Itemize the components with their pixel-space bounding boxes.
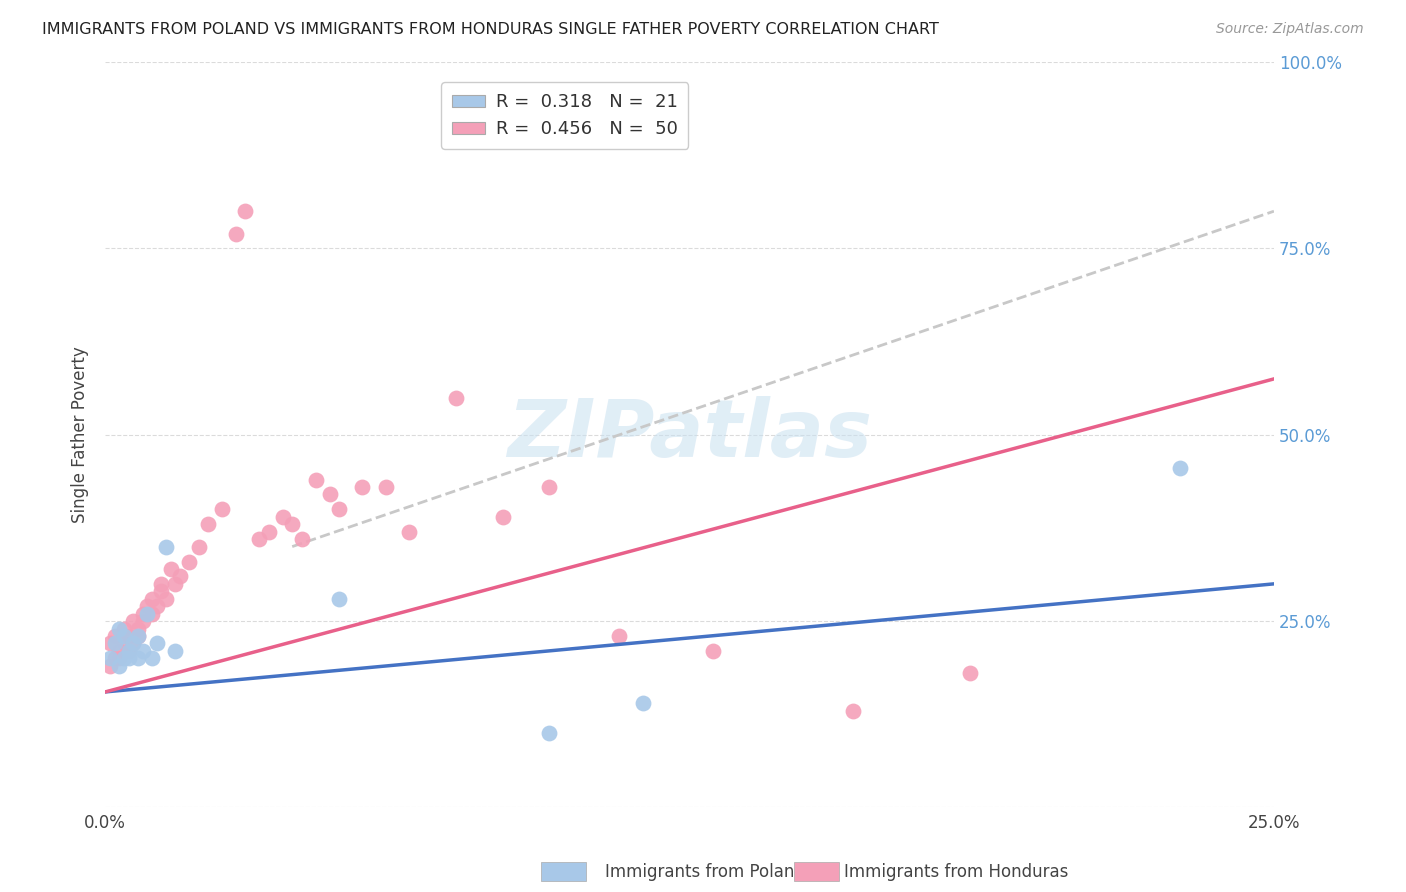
Point (197, 517, 219, 532)
Point (112, 629, 135, 643)
Point (127, 622, 149, 636)
Point (374, 480, 396, 494)
Point (609, 629, 631, 643)
Point (444, 391, 467, 405)
Point (108, 622, 131, 636)
Point (159, 562, 181, 576)
Point (122, 636, 145, 650)
Point (187, 540, 209, 554)
Point (281, 517, 304, 532)
Point (145, 636, 167, 650)
Point (491, 509, 513, 524)
Text: ZIPatlas: ZIPatlas (508, 396, 872, 474)
Point (141, 607, 163, 621)
Point (538, 726, 561, 740)
Point (127, 629, 149, 643)
Point (150, 577, 173, 591)
Point (249, 532, 271, 546)
Point (352, 480, 374, 494)
Point (108, 644, 131, 658)
Point (179, 554, 201, 568)
Point (155, 540, 177, 554)
Point (165, 577, 187, 591)
Point (225, 227, 247, 241)
Point (271, 509, 294, 524)
Text: Source: ZipAtlas.com: Source: ZipAtlas.com (1216, 22, 1364, 37)
Point (122, 614, 145, 628)
Y-axis label: Single Father Poverty: Single Father Poverty (72, 346, 89, 524)
Point (108, 658, 131, 673)
Point (150, 584, 173, 599)
Point (842, 704, 865, 718)
Point (117, 644, 139, 658)
Point (141, 591, 163, 606)
Point (112, 651, 135, 665)
Point (145, 599, 167, 614)
Point (398, 524, 420, 539)
Point (117, 629, 139, 643)
Point (165, 644, 187, 658)
Text: Immigrants from Poland: Immigrants from Poland (605, 863, 804, 881)
Point (257, 524, 280, 539)
Point (108, 651, 131, 665)
Point (98, 636, 121, 650)
Point (141, 651, 163, 665)
Point (112, 622, 135, 636)
Point (959, 666, 981, 681)
Point (103, 629, 125, 643)
Point (103, 651, 125, 665)
Point (155, 591, 177, 606)
Point (98, 658, 121, 673)
Point (304, 473, 326, 487)
Point (131, 607, 153, 621)
Point (169, 569, 191, 583)
Text: IMMIGRANTS FROM POLAND VS IMMIGRANTS FROM HONDURAS SINGLE FATHER POVERTY CORRELA: IMMIGRANTS FROM POLAND VS IMMIGRANTS FRO… (42, 22, 939, 37)
Point (131, 644, 153, 658)
Point (290, 532, 312, 546)
Point (211, 502, 233, 516)
Point (538, 480, 561, 494)
Point (235, 204, 257, 219)
Point (117, 651, 139, 665)
Point (1170, 461, 1192, 475)
Point (131, 614, 153, 628)
Point (318, 487, 340, 501)
Point (98, 651, 121, 665)
Point (127, 651, 149, 665)
Point (328, 591, 350, 606)
Legend: R =  0.318   N =  21, R =  0.456   N =  50: R = 0.318 N = 21, R = 0.456 N = 50 (441, 82, 689, 149)
Point (136, 599, 159, 614)
Point (631, 696, 654, 710)
Text: Immigrants from Honduras: Immigrants from Honduras (844, 863, 1069, 881)
Point (702, 644, 724, 658)
Point (136, 607, 159, 621)
Point (103, 636, 125, 650)
Point (117, 644, 139, 658)
Point (127, 629, 149, 643)
Point (328, 502, 350, 516)
Point (122, 636, 145, 650)
Point (112, 636, 135, 650)
